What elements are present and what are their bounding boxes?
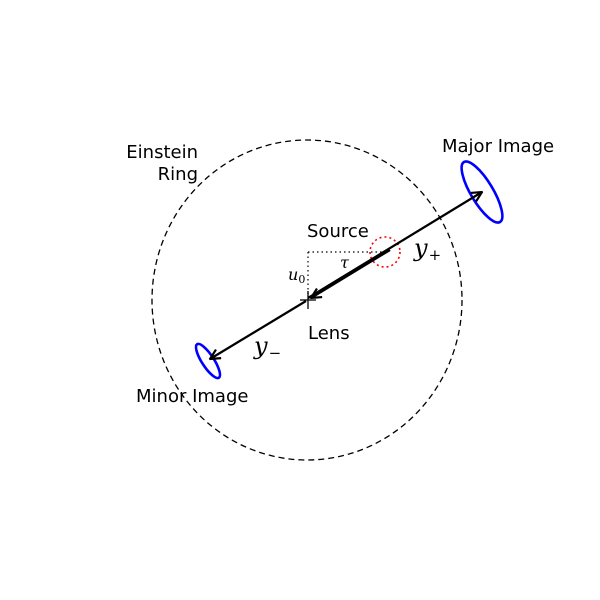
major-image-label: Major Image [442,136,554,157]
source-circle [369,236,401,268]
einstein-ring-label-line2: Ring [158,164,198,185]
y-plus-label: y+ [413,234,441,264]
source-to-lens-arrow [311,249,391,298]
y-minus-label: y− [253,332,281,362]
minor-image-ellipse [194,342,222,380]
y-minus-arrow [210,300,307,359]
tau-label: τ [340,253,350,272]
lens-label: Lens [308,323,350,344]
source-label: Source [307,221,369,242]
lens-marker [300,291,316,309]
einstein-ring-label-line1: Einstein [126,142,198,163]
minor-image-label: Minor Image [136,386,248,407]
y-plus-arrow [307,192,482,299]
einstein-ring [151,139,463,461]
u0-label: u0 [288,265,305,286]
